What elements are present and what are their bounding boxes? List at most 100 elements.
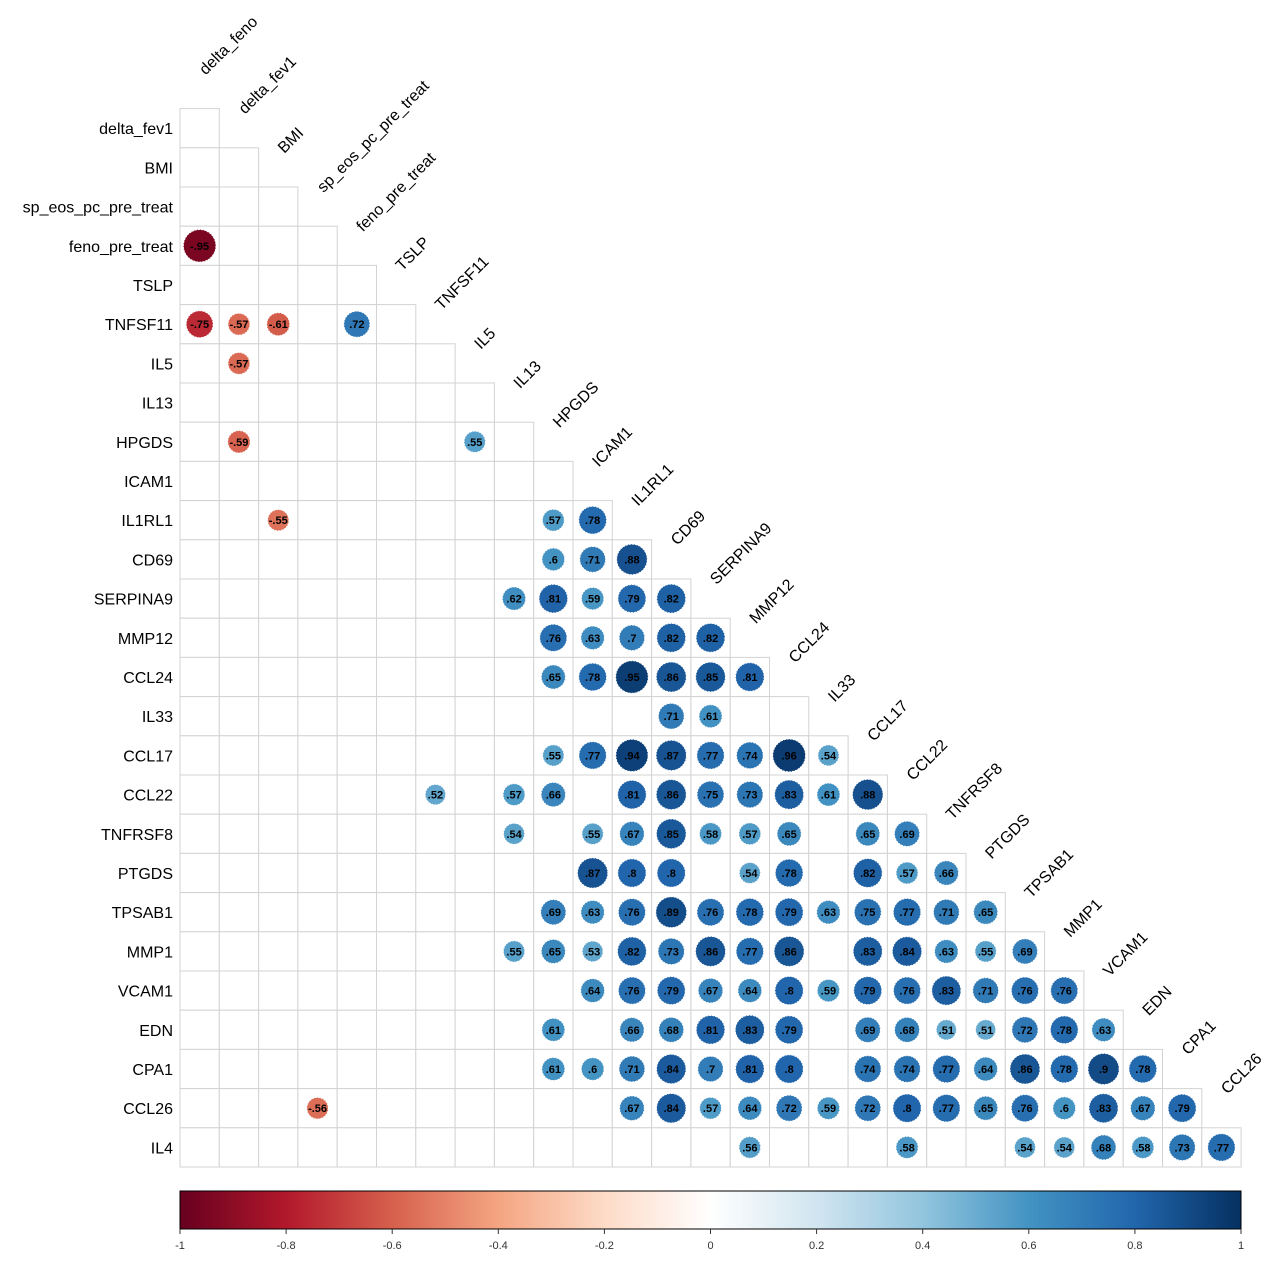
grid-cell xyxy=(297,225,338,266)
grid-cell xyxy=(454,1048,495,1090)
grid-cell xyxy=(454,500,495,541)
correlation-value: .88 xyxy=(860,790,875,802)
correlation-circle xyxy=(772,738,807,773)
grid-cell xyxy=(769,1127,810,1168)
grid-cell xyxy=(533,970,574,1011)
grid-cell xyxy=(179,617,220,658)
correlation-value: .68 xyxy=(899,1025,914,1037)
grid-cell xyxy=(258,539,299,580)
row-label: CCL26 xyxy=(123,1101,173,1118)
colorbar-tick-label: -0.8 xyxy=(277,1240,296,1252)
correlation-circle xyxy=(581,940,604,963)
grid-cell xyxy=(218,460,260,502)
correlation-value: .55 xyxy=(978,946,993,958)
correlation-circle xyxy=(695,1014,726,1045)
correlation-circle xyxy=(932,1054,961,1084)
correlation-circle xyxy=(540,899,567,926)
correlation-circle xyxy=(695,935,727,967)
grid-cell xyxy=(218,774,260,815)
grid-cell xyxy=(297,931,338,972)
correlation-circle xyxy=(541,508,565,532)
grid-cell xyxy=(179,892,220,933)
correlation-circle xyxy=(655,661,687,693)
grid-cell xyxy=(533,460,574,502)
correlation-circle xyxy=(932,1093,961,1123)
correlation-circle xyxy=(619,820,645,847)
correlation-circle xyxy=(735,741,764,770)
grid-cell xyxy=(179,264,220,306)
correlation-circle xyxy=(934,939,959,964)
correlation-value: .77 xyxy=(939,1064,954,1076)
correlation-value: .71 xyxy=(664,711,679,723)
grid-cell xyxy=(533,852,574,894)
row-label: ICAM1 xyxy=(124,474,173,491)
correlation-value: .86 xyxy=(1017,1064,1032,1076)
correlation-value: .54 xyxy=(821,750,837,762)
grid-cell xyxy=(179,1127,220,1168)
correlation-circle xyxy=(619,1095,645,1122)
correlation-circle xyxy=(695,661,726,693)
correlation-value: .86 xyxy=(782,946,797,958)
grid-cell xyxy=(572,1088,613,1129)
correlation-value: .67 xyxy=(624,1103,639,1115)
column-label: CPA1 xyxy=(1179,1018,1220,1059)
grid-cell xyxy=(965,1127,1006,1168)
correlation-circle xyxy=(893,820,921,847)
correlation-value: .76 xyxy=(703,907,718,919)
correlation-value: .58 xyxy=(703,829,718,841)
correlation-value: .64 xyxy=(742,986,758,998)
correlation-circle xyxy=(853,1055,882,1083)
row-label: TNFRSF8 xyxy=(101,827,173,844)
correlation-circle xyxy=(267,509,290,532)
grid-cell xyxy=(454,1127,495,1168)
correlation-circle xyxy=(975,1019,997,1041)
grid-cell xyxy=(179,421,220,462)
correlation-value: .85 xyxy=(664,829,679,841)
correlation-value: .76 xyxy=(546,633,561,645)
row-label: SERPINA9 xyxy=(94,592,173,609)
correlation-value: .61 xyxy=(703,711,718,723)
correlation-circle xyxy=(816,978,841,1003)
correlation-circle xyxy=(738,861,761,885)
correlation-value: .71 xyxy=(978,986,993,998)
grid-cell xyxy=(258,656,299,698)
correlation-circle xyxy=(736,780,764,809)
grid-cell xyxy=(847,1127,888,1168)
correlation-circle xyxy=(933,860,960,886)
grid-cell xyxy=(297,656,338,698)
grid-cell xyxy=(690,1127,731,1168)
grid-cell xyxy=(218,617,260,658)
correlation-circle xyxy=(580,586,605,611)
grid-cell xyxy=(258,1048,299,1090)
grid-cell xyxy=(454,931,495,972)
correlation-value: .6 xyxy=(588,1064,597,1076)
correlation-circle xyxy=(656,583,687,614)
grid-cell xyxy=(336,500,378,541)
correlation-value: .56 xyxy=(742,1142,757,1154)
column-label: PTGDS xyxy=(982,811,1033,862)
correlation-circle xyxy=(540,664,566,690)
column-label: HPGDS xyxy=(550,379,602,431)
grid-cell xyxy=(651,1127,692,1168)
grid-cell xyxy=(415,813,456,854)
grid-cell xyxy=(454,1088,495,1129)
correlation-value: .54 xyxy=(742,868,758,880)
grid-cell xyxy=(179,813,220,854)
correlation-circle xyxy=(973,1056,999,1082)
grid-cell xyxy=(808,1127,849,1168)
grid-cell xyxy=(493,696,535,737)
correlation-value: .62 xyxy=(506,594,521,606)
correlation-value: .74 xyxy=(860,1064,876,1076)
grid-cell xyxy=(415,578,456,619)
correlation-circle xyxy=(735,937,765,966)
correlation-circle xyxy=(1090,1134,1117,1161)
correlation-value: .83 xyxy=(860,946,875,958)
grid-cell xyxy=(493,539,535,580)
row-label: IL13 xyxy=(142,396,173,413)
correlation-value: .54 xyxy=(1017,1142,1033,1154)
correlation-circle xyxy=(656,858,686,888)
correlation-value: .51 xyxy=(939,1025,954,1037)
column-label: SERPINA9 xyxy=(707,520,775,588)
correlation-value: .71 xyxy=(585,554,600,566)
grid-cell xyxy=(533,1088,574,1129)
